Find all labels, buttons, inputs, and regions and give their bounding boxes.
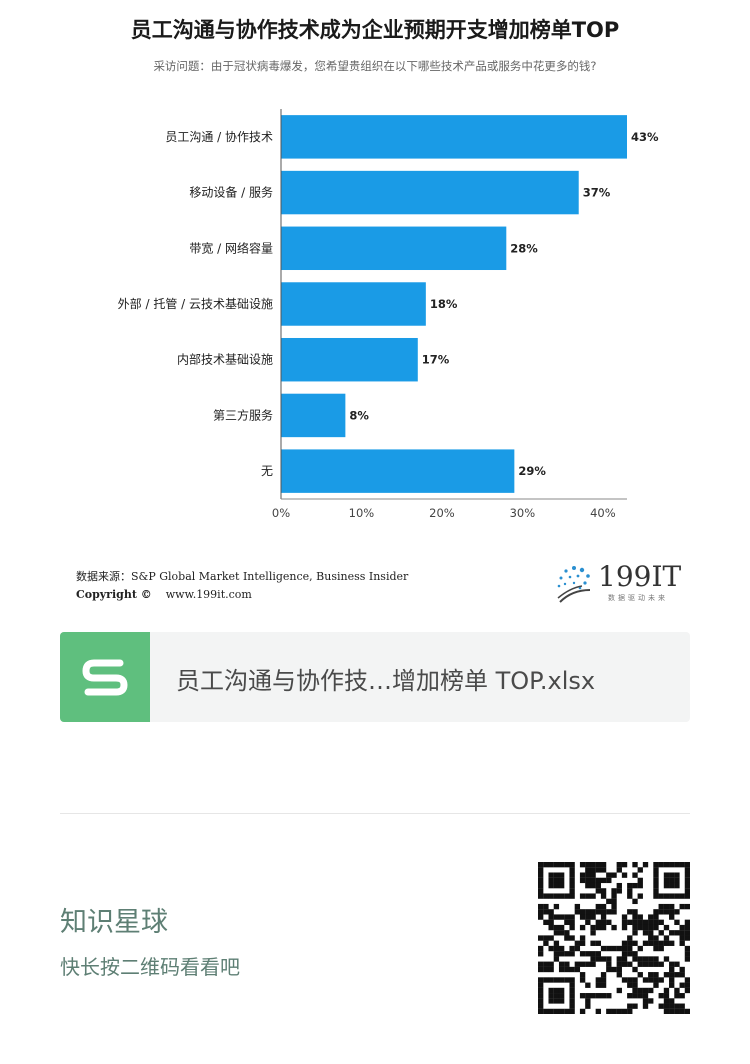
bar [281,170,579,215]
bar [281,449,515,493]
bar [281,115,627,159]
category-label: 内部技术基础设施 [177,352,273,367]
qr-code-icon[interactable] [538,862,690,1014]
bar-chart: 员工沟通 / 协作技术 43% 移动设备 / 服务 37% 带宽 / 网络容量 28% 外部… [118,109,659,520]
logo-text: 199IT [598,560,682,593]
planet-title: 知识星球 [60,907,168,938]
category-label: 移动设备 / 服务 [189,185,273,200]
site-url[interactable]: www.199it.com [165,588,252,601]
bar [281,282,426,326]
divider [60,813,690,814]
value-label: 37% [583,186,611,200]
bar [281,393,346,438]
logo-tagline: 数据驱动未来 [608,594,668,602]
bar [281,226,507,271]
chart-subtitle: 采访问题：由于冠状病毒爆发，您希望贵组织在以下哪些技术产品或服务中花更多的钱? [153,59,597,73]
data-source: 数据来源：S&P Global Market Intelligence, Bus… [76,570,409,583]
file-name: 员工沟通与协作技…增加榜单 TOP.xlsx [176,667,596,695]
file-attachment-card[interactable]: 员工沟通与协作技…增加榜单 TOP.xlsx [60,632,690,722]
bar [281,337,418,382]
category-label: 第三方服务 [213,407,273,422]
x-tick-label: 30% [510,506,536,520]
value-label: 17% [422,353,450,367]
copyright: Copyright © www.199it.com [76,588,252,601]
199it-logo: 199IT 数据驱动未来 [552,560,692,606]
value-label: 29% [518,464,546,478]
x-tick-label: 40% [590,506,616,520]
copyright-label: Copyright © [76,588,152,601]
value-label: 28% [510,241,538,255]
x-tick-label: 20% [429,506,455,520]
value-label: 8% [349,408,369,422]
x-tick-label: 0% [272,506,290,520]
category-label: 员工沟通 / 协作技术 [165,129,273,144]
category-label: 带宽 / 网络容量 [189,240,273,255]
planet-hint: 快长按二维码看看吧 [60,955,240,979]
category-label: 外部 / 托管 / 云技术基础设施 [118,296,273,311]
x-tick-label: 10% [349,506,375,520]
value-label: 43% [631,130,659,144]
spreadsheet-s-icon [60,632,150,722]
chart-title: 员工沟通与协作技术成为企业预期开支增加榜单TOP [130,18,620,42]
value-label: 18% [430,297,458,311]
category-label: 无 [261,464,273,478]
logo-dots-icon [557,566,591,603]
